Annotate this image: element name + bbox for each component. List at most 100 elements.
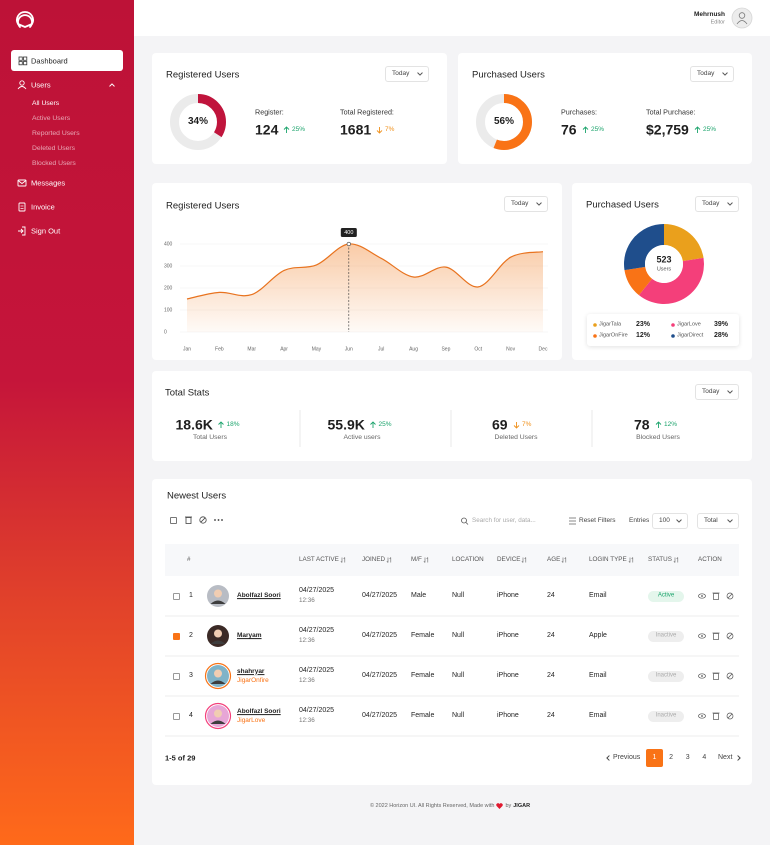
nav-subitem[interactable]: Blocked Users	[32, 159, 76, 167]
row-checkbox[interactable]	[173, 712, 180, 720]
legend-label: JigarOnFire	[599, 332, 628, 339]
stat-label: Register:	[255, 107, 284, 117]
nav-item[interactable]: Sign Out	[31, 226, 61, 236]
login-type: Email	[589, 591, 607, 599]
stat-label: Purchases:	[561, 107, 597, 117]
next-page[interactable]: Next	[718, 753, 733, 761]
page-number[interactable]: 1	[652, 753, 657, 761]
user-name[interactable]: Abolfazl Soori	[237, 592, 281, 600]
joined: 04/27/2025	[362, 631, 398, 639]
device: iPhone	[497, 711, 519, 719]
gender: Female	[411, 711, 435, 719]
joined: 04/27/2025	[362, 591, 398, 599]
nav-active-bg	[11, 50, 123, 71]
column-header[interactable]: STATUS	[648, 556, 672, 564]
row-checkbox[interactable]	[173, 632, 180, 640]
stat-label: Total Users	[193, 433, 227, 441]
page-number[interactable]: 3	[685, 753, 690, 761]
column-header[interactable]: DEVICE	[497, 556, 521, 564]
row-checkbox[interactable]	[173, 592, 180, 600]
dropdown-label: 100	[659, 517, 670, 525]
last-active-date: 04/27/2025	[299, 586, 335, 594]
stat-value: $2,759	[646, 121, 689, 138]
trend-change: 25%	[591, 126, 605, 134]
footer-author: JIGAR	[513, 803, 531, 809]
nav-subitem[interactable]: All Users	[32, 99, 60, 107]
last-active-date: 04/27/2025	[299, 626, 335, 634]
user-name[interactable]: shahryar	[237, 667, 265, 675]
last-active-time: 12:36	[299, 717, 315, 725]
trend-change: 7%	[385, 126, 395, 134]
card-title: Purchased Users	[586, 199, 659, 211]
gender: Female	[411, 671, 435, 679]
trend-change: 7%	[522, 421, 532, 429]
dropdown[interactable]	[697, 513, 739, 529]
gender: Male	[411, 591, 427, 599]
legend-label: JigarLove	[677, 321, 701, 328]
nav-item[interactable]: Users	[31, 80, 51, 90]
search-input[interactable]: Search for user, data...	[472, 517, 536, 525]
user-name[interactable]: Abolfazl Soori	[237, 707, 281, 715]
current-page-bg	[646, 749, 663, 767]
legend-value: 39%	[713, 320, 728, 328]
dropdown[interactable]	[695, 196, 739, 212]
row-checkbox[interactable]	[173, 672, 180, 680]
trend-change: 25%	[378, 421, 392, 429]
dropdown[interactable]	[652, 513, 688, 529]
dropdown[interactable]	[385, 66, 429, 82]
row-index: 3	[189, 671, 193, 679]
legend-value: 23%	[635, 320, 650, 328]
nav-subitem[interactable]: Active Users	[32, 114, 71, 122]
dropdown[interactable]	[504, 196, 548, 212]
location: Null	[452, 631, 465, 639]
page-number[interactable]: 4	[702, 753, 707, 761]
dropdown-label: Today	[511, 200, 529, 208]
status: Inactive	[655, 632, 677, 639]
location: Null	[452, 591, 465, 599]
nav-item[interactable]: Messages	[31, 178, 66, 188]
location: Null	[452, 711, 465, 719]
status: Active	[657, 592, 675, 599]
page-number[interactable]: 2	[669, 753, 674, 761]
nav-item[interactable]: Dashboard	[31, 56, 68, 65]
column-header[interactable]: M/F	[411, 556, 422, 564]
stat-value: 55.9K	[327, 416, 365, 433]
nav-subitem[interactable]: Reported Users	[32, 129, 80, 137]
nav-subitem[interactable]: Deleted Users	[32, 144, 76, 152]
sidebar	[0, 0, 134, 845]
trend-change: 25%	[703, 126, 717, 134]
last-active-time: 12:36	[299, 637, 315, 645]
row-index: 4	[189, 711, 193, 719]
reset-filters[interactable]: Reset Filters	[579, 517, 616, 525]
user-name[interactable]: Maryam	[237, 632, 262, 640]
dropdown[interactable]	[690, 66, 734, 82]
gender: Female	[411, 631, 435, 639]
checkbox[interactable]	[170, 516, 177, 524]
dropdown-label: Today	[697, 70, 715, 78]
trend-change: 18%	[226, 421, 240, 429]
previous-page[interactable]: Previous	[613, 753, 641, 761]
entries-label: Entries	[629, 517, 650, 525]
heart-icon	[496, 803, 504, 809]
dropdown-label: Today	[392, 70, 410, 78]
login-type: Apple	[589, 631, 607, 639]
column-header[interactable]: JOINED	[362, 556, 386, 564]
last-active-date: 04/27/2025	[299, 706, 335, 714]
device: iPhone	[497, 591, 519, 599]
user-handle: JigarLove	[237, 716, 266, 724]
legend-value: 28%	[713, 331, 728, 339]
column-header[interactable]: LOGIN TYPE	[589, 556, 627, 564]
legend	[587, 314, 739, 346]
column-header[interactable]: AGE	[547, 556, 561, 564]
trend-change: 25%	[292, 126, 306, 134]
footer: © 2022 Horizon UI. All Rights Reserved, …	[150, 801, 750, 811]
nav-item[interactable]: Invoice	[31, 202, 55, 212]
card-title: Purchased Users	[472, 68, 545, 80]
donut-label: 56%	[493, 116, 515, 127]
dropdown[interactable]	[695, 384, 739, 400]
last-active-date: 04/27/2025	[299, 666, 335, 674]
stat-value: 69	[492, 416, 508, 433]
card-title: Total Stats	[165, 386, 210, 398]
column-header[interactable]: LAST ACTIVE	[299, 556, 339, 564]
